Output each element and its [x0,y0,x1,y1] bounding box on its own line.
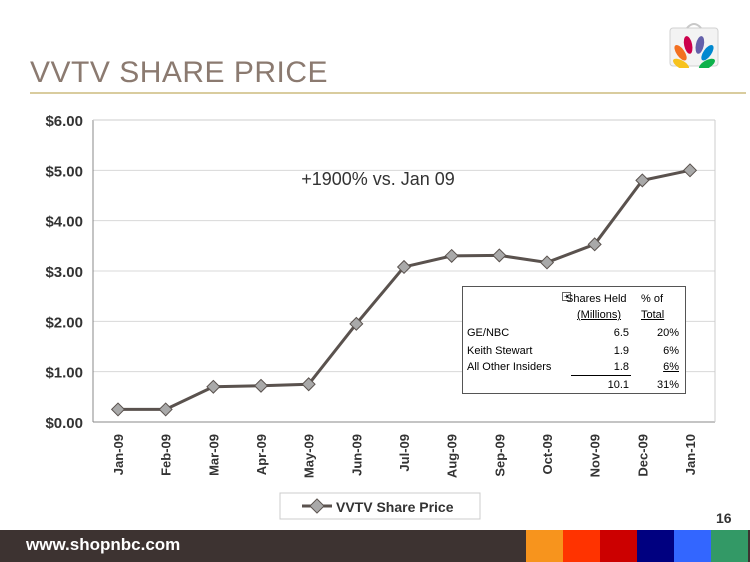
header-shares-held: Shares Held [566,293,627,305]
footer-color-swatch [563,530,600,562]
footer-color-swatch [711,530,748,562]
total-pct: 31% [656,379,679,391]
data-point-marker [301,377,316,392]
row-name: Keith Stewart [467,345,533,357]
x-tick-label: Apr-09 [254,434,269,475]
y-tick-label: $5.00 [45,163,83,180]
y-tick-label: $4.00 [45,214,83,231]
row-shares: 1.8 [613,361,629,373]
footer-color-swatch [637,530,674,562]
y-tick-label: $2.00 [45,314,83,331]
x-tick-label: Dec-09 [635,434,650,477]
x-tick-label: Sep-09 [492,434,507,477]
data-point-marker [587,237,602,252]
data-point-marker [158,402,173,417]
data-point-marker [635,173,650,188]
footer-bar: www.shopnbc.com [0,530,750,562]
chart-annotation: +1900% vs. Jan 09 [301,169,455,189]
row-name: All Other Insiders [467,361,552,373]
total-divider [571,375,631,376]
footer-url-link[interactable]: www.shopnbc.com [26,535,181,554]
row-pct: 20% [656,327,679,339]
x-tick-label: Feb-09 [159,434,174,476]
data-point-marker [682,163,698,178]
share-price-chart: $0.00 $1.00 $2.00 $3.00 $4.00 $5.00 $6.00 Jan-… [45,113,716,520]
total-shares: 10.1 [607,379,629,391]
y-tick-label: $1.00 [45,365,83,382]
x-tick-label: Nov-09 [588,434,603,477]
y-tick-label: $3.00 [45,264,83,281]
x-tick-label: Jan-10 [683,434,698,475]
header-millions: (Millions) [577,309,621,321]
data-point-marker [492,248,507,263]
page-number: 16 [716,510,732,526]
x-tick-label: Mar-09 [206,434,221,476]
footer-color-swatch [526,530,563,562]
series-markers [110,163,698,417]
data-point-marker [253,378,269,393]
nbc-peacock-logo-icon [669,23,719,68]
y-tick-label: $6.00 [45,113,83,130]
footer-color-swatch [600,530,637,562]
header-total: Total [641,309,665,321]
x-tick-label: Oct-09 [540,434,555,474]
legend-label: VVTV Share Price [336,499,454,515]
shares-held-table: + Shares Held % of (Millions) Total GE/N… [462,286,686,394]
data-point-marker [396,259,412,275]
x-axis-labels: Jan-09 Feb-09 Mar-09 Apr-09 May-09 Jun-09 Jul-… [111,434,698,478]
x-tick-label: Jul-09 [397,434,412,472]
row-name: GE/NBC [467,327,510,339]
data-point-marker [444,248,459,263]
row-shares: 6.5 [613,327,629,339]
data-point-marker [206,379,221,394]
x-tick-label: Aug-09 [445,434,460,478]
row-pct: 6% [663,345,679,357]
row-shares: 1.9 [613,345,629,357]
slide-title: VVTV SHARE PRICE [30,56,329,89]
data-point-marker [110,402,126,417]
title-divider [30,92,746,94]
row-pct: 6% [663,361,679,373]
chart-legend: VVTV Share Price [279,492,481,520]
expand-icon[interactable]: + [562,292,571,301]
y-tick-label: $0.00 [45,415,83,432]
footer-color-swatch [674,530,711,562]
data-point-marker [349,316,364,331]
x-tick-label: May-09 [302,434,317,478]
x-tick-label: Jun-09 [349,434,364,476]
data-point-marker [539,255,555,270]
header-pct-of: % of [641,293,664,305]
x-tick-label: Jan-09 [111,434,126,475]
